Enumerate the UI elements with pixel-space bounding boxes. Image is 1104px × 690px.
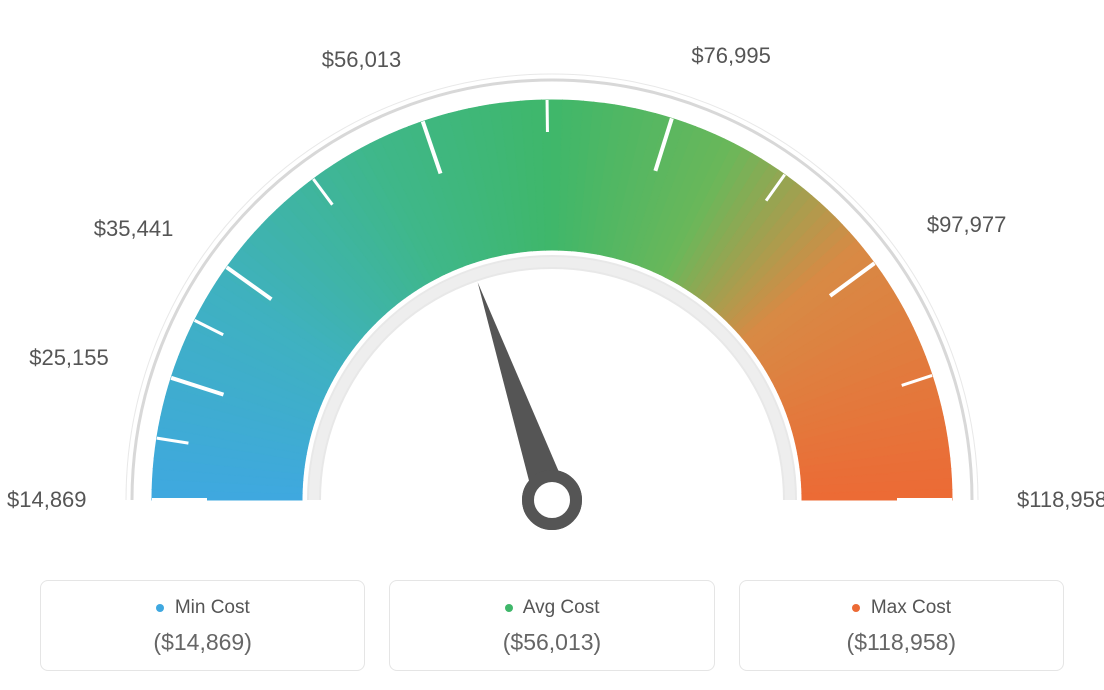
avg-cost-card: Avg Cost ($56,013) (389, 580, 714, 671)
tick-label: $118,958 (1017, 487, 1104, 513)
min-dot-icon (156, 604, 164, 612)
gauge-svg (0, 0, 1104, 560)
max-dot-icon (852, 604, 860, 612)
tick-label: $14,869 (7, 487, 87, 513)
tick-label: $97,977 (927, 212, 1007, 238)
legend-row: Min Cost ($14,869) Avg Cost ($56,013) Ma… (40, 580, 1064, 671)
min-cost-title: Min Cost (51, 597, 354, 619)
max-cost-card: Max Cost ($118,958) (739, 580, 1064, 671)
min-cost-card: Min Cost ($14,869) (40, 580, 365, 671)
avg-dot-icon (505, 604, 513, 612)
cost-gauge: $14,869 $25,155 $35,441 $56,013 $76,995 $97,9… (0, 0, 1104, 560)
avg-cost-value: ($56,013) (400, 629, 703, 656)
max-cost-title: Max Cost (750, 597, 1053, 619)
max-cost-value: ($118,958) (750, 629, 1053, 656)
min-cost-label: Min Cost (175, 597, 250, 618)
tick-label: $56,013 (322, 47, 402, 73)
max-cost-label: Max Cost (871, 597, 951, 618)
tick-label: $76,995 (691, 43, 771, 69)
avg-cost-title: Avg Cost (400, 597, 703, 619)
tick-label: $35,441 (94, 216, 174, 242)
avg-cost-label: Avg Cost (523, 597, 600, 618)
tick-label: $25,155 (29, 345, 109, 371)
min-cost-value: ($14,869) (51, 629, 354, 656)
